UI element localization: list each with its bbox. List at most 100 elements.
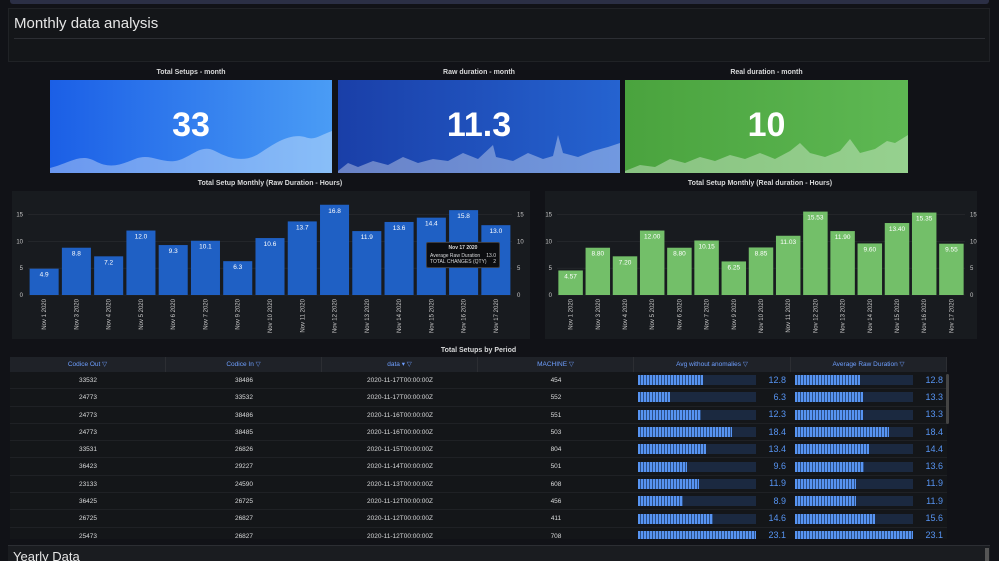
bar-gauge-fill	[638, 530, 756, 539]
divider	[14, 38, 985, 39]
y-tick-label-right: 0	[970, 293, 974, 299]
x-tick-label: Nov 13 2020	[365, 298, 371, 333]
stat-title-total-setups: Total Setups - month	[156, 69, 226, 76]
bar-gauge-fill	[795, 530, 913, 539]
bar-gauge	[795, 461, 913, 472]
x-tick-label: Nov 15 2020	[895, 298, 901, 333]
x-tick-label: Nov 10 2020	[268, 298, 274, 333]
table-cell: 2020-11-17T00:00:00Z	[366, 394, 433, 402]
bar-data-label: 7.2	[104, 259, 113, 266]
gauge-cell: 12.3	[634, 407, 791, 423]
bar-gauge	[638, 392, 756, 403]
x-tick-label: Nov 17 2020	[494, 298, 500, 333]
yearly-section-header[interactable]: Yearly Data	[8, 545, 990, 561]
table-cell: 26827	[234, 532, 254, 539]
table-scrollbar[interactable]	[946, 374, 949, 424]
real-duration-chart[interactable]: 0 0 5 5 10 10 15 15 4.57 Nov 1 2020 8.80 Nov 3 2020…	[545, 191, 977, 339]
bar	[558, 270, 583, 295]
bar	[255, 238, 285, 295]
table-row[interactable]: 25473 26827 2020-11-12T00:00:00Z 708 23.1 23.…	[10, 528, 947, 539]
top-bar	[10, 0, 989, 4]
setups-table: Codice Out ▽ Codice In ▽ data ▾ ▽ MACHINE ▽…	[10, 357, 947, 539]
bar-data-label: 16.8	[328, 208, 341, 215]
column-header[interactable]: Codice Out ▽	[10, 357, 166, 372]
x-tick-label: Nov 11 2020	[300, 298, 306, 332]
table-row[interactable]: 24773 33532 2020-11-17T00:00:00Z 552 6.3 13.3	[10, 389, 947, 407]
y-tick-label-left: 0	[549, 293, 553, 299]
yearly-section-title: Yearly Data	[13, 549, 80, 561]
x-tick-label: Nov 16 2020	[462, 298, 468, 333]
table-cell: 2020-11-12T00:00:00Z	[366, 498, 433, 506]
stat-panel-real-duration[interactable]: 10	[625, 80, 908, 173]
column-header[interactable]: data ▾ ▽	[322, 357, 478, 372]
bar	[721, 261, 747, 295]
stat-panel-total-setups[interactable]: 33	[50, 80, 332, 173]
bar-data-label: 14.4	[425, 221, 438, 228]
table-cell: 24773	[78, 394, 98, 402]
x-tick-label: Nov 5 2020	[650, 298, 656, 329]
bar-gauge	[638, 409, 756, 420]
bar	[320, 204, 350, 295]
bar-gauge	[638, 461, 756, 472]
bar-data-label: 11.9	[361, 234, 374, 241]
x-tick-label: Nov 12 2020	[333, 298, 339, 333]
bar	[639, 230, 665, 295]
bar-data-label: 15.35	[916, 216, 933, 223]
y-tick-label-right: 0	[517, 293, 521, 299]
page-scrollbar[interactable]	[985, 548, 989, 561]
bar	[158, 245, 188, 295]
column-header[interactable]: Avg without anomalies ▽	[634, 357, 791, 372]
table-cell: 33531	[78, 446, 98, 454]
gauge-cell: 6.3	[634, 389, 791, 405]
table-row[interactable]: 24773 38485 2020-11-16T00:00:00Z 503 18.4 18.…	[10, 424, 947, 442]
gauge-cell: 8.9	[634, 493, 791, 509]
bar-gauge-fill	[638, 444, 707, 455]
tooltip-label: Average Raw Duration	[430, 253, 481, 259]
bar	[911, 212, 937, 295]
table-row[interactable]: 26725 26827 2020-11-12T00:00:00Z 411 14.6 15.…	[10, 510, 947, 528]
table-row[interactable]: 24773 38486 2020-11-16T00:00:00Z 551 12.3 13.…	[10, 407, 947, 424]
bar-gauge-fill	[795, 496, 856, 507]
table-row[interactable]: 33531 26826 2020-11-15T00:00:00Z 804 13.4 14.…	[10, 441, 947, 459]
table-cell: 503	[550, 428, 562, 436]
bar-gauge	[795, 513, 913, 524]
gauge-cell: 12.8	[791, 372, 947, 388]
bar-gauge-fill	[795, 478, 856, 489]
tooltip-date: Nov 17 2020	[448, 245, 478, 251]
bar-gauge-fill	[638, 513, 713, 524]
bar-data-label: 15.8	[457, 213, 470, 220]
bar-gauge	[638, 427, 756, 438]
table-row[interactable]: 36425 26725 2020-11-12T00:00:00Z 456 8.9 11.9	[10, 493, 947, 511]
sparkline	[625, 135, 908, 173]
column-header[interactable]: Codice In ▽	[166, 357, 322, 372]
bar-gauge	[795, 427, 913, 438]
table-row[interactable]: 36423 29227 2020-11-14T00:00:00Z 501 9.6 13.6	[10, 458, 947, 476]
gauge-value: 23.1	[768, 530, 786, 539]
bar-data-label: 11.03	[780, 239, 796, 246]
section-title: Monthly data analysis	[14, 15, 159, 32]
table-row[interactable]: 23133 24590 2020-11-13T00:00:00Z 608 11.9 11.…	[10, 476, 947, 494]
bar-gauge-fill	[795, 513, 875, 524]
bar-data-label: 12.0	[135, 234, 148, 241]
bar-gauge	[795, 478, 913, 489]
x-tick-label: Nov 3 2020	[596, 298, 602, 329]
bar-gauge-fill	[638, 409, 701, 420]
table-row[interactable]: 33532 38486 2020-11-17T00:00:00Z 454 12.8 12.…	[10, 372, 947, 390]
stat-panel-raw-duration[interactable]: 11.3	[338, 80, 620, 173]
column-header[interactable]: Average Raw Duration ▽	[791, 357, 947, 372]
gauge-cell: 12.8	[634, 372, 791, 388]
stat-value: 11.3	[446, 106, 512, 144]
x-tick-label: Nov 1 2020	[42, 298, 48, 329]
x-tick-label: Nov 17 2020	[949, 298, 955, 333]
table-cell: 708	[550, 532, 562, 539]
y-tick-label-right: 15	[517, 212, 524, 218]
bar-gauge-fill	[638, 375, 704, 386]
bar	[667, 247, 692, 295]
table-cell: 36425	[78, 498, 98, 506]
bar-gauge	[795, 409, 913, 420]
column-header[interactable]: MACHINE ▽	[478, 357, 634, 372]
y-tick-label-left: 10	[545, 239, 552, 245]
stat-value: 33	[172, 106, 210, 144]
x-tick-label: Nov 14 2020	[868, 298, 874, 333]
bar-gauge	[795, 392, 913, 403]
